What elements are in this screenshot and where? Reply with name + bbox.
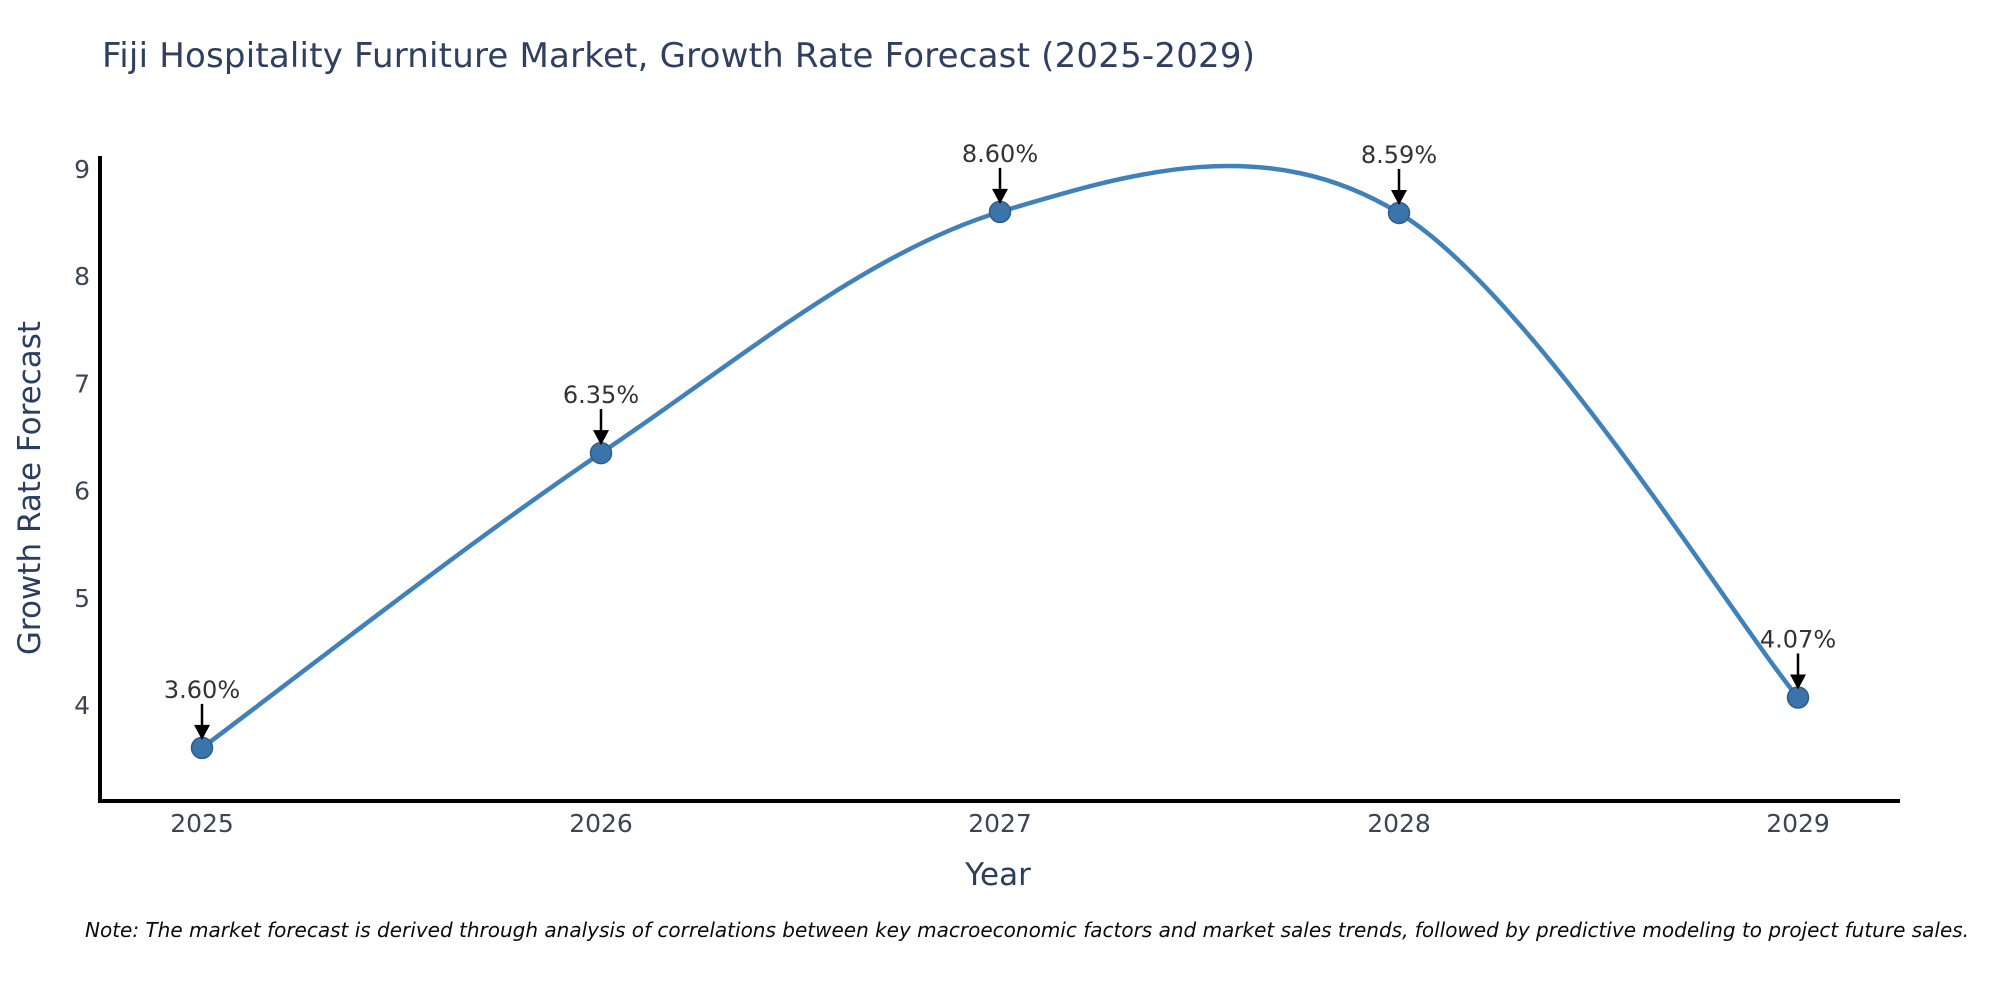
y-tick-label: 6 [74,477,90,506]
data-point [589,441,613,465]
x-tick-label: 2025 [170,809,234,838]
data-point [1786,686,1810,709]
x-axis-title: Year [965,857,1031,893]
data-point [1387,201,1411,225]
y-tick-label: 9 [74,155,90,184]
y-tick-label: 8 [74,262,90,291]
x-tick-label: 2029 [1766,809,1830,838]
data-point [988,200,1012,224]
data-point-label: 8.60% [962,140,1038,168]
y-tick-label: 4 [74,691,90,720]
x-tick-label: 2026 [569,809,633,838]
footnote: Note: The market forecast is derived thr… [85,918,1970,942]
annotation-arrowhead [992,188,1008,204]
data-point-label: 6.35% [563,381,639,409]
chart-title: Fiji Hospitality Furniture Market, Growt… [102,36,1256,76]
annotation-arrowhead [194,724,210,740]
data-point-label: 8.59% [1361,141,1437,169]
trend-line [199,163,1801,751]
annotation-arrowhead [1790,674,1806,690]
data-point-label: 4.07% [1760,625,1836,653]
annotation-arrowhead [593,430,609,446]
x-tick-label: 2028 [1367,809,1431,838]
data-point [190,736,214,760]
x-tick-label: 2027 [968,809,1032,838]
data-point-label: 3.60% [164,676,240,704]
annotation-arrowhead [1391,189,1407,205]
y-axis-title: Growth Rate Forecast [12,320,48,656]
y-tick-label: 5 [74,584,90,613]
y-tick-label: 7 [74,369,90,398]
